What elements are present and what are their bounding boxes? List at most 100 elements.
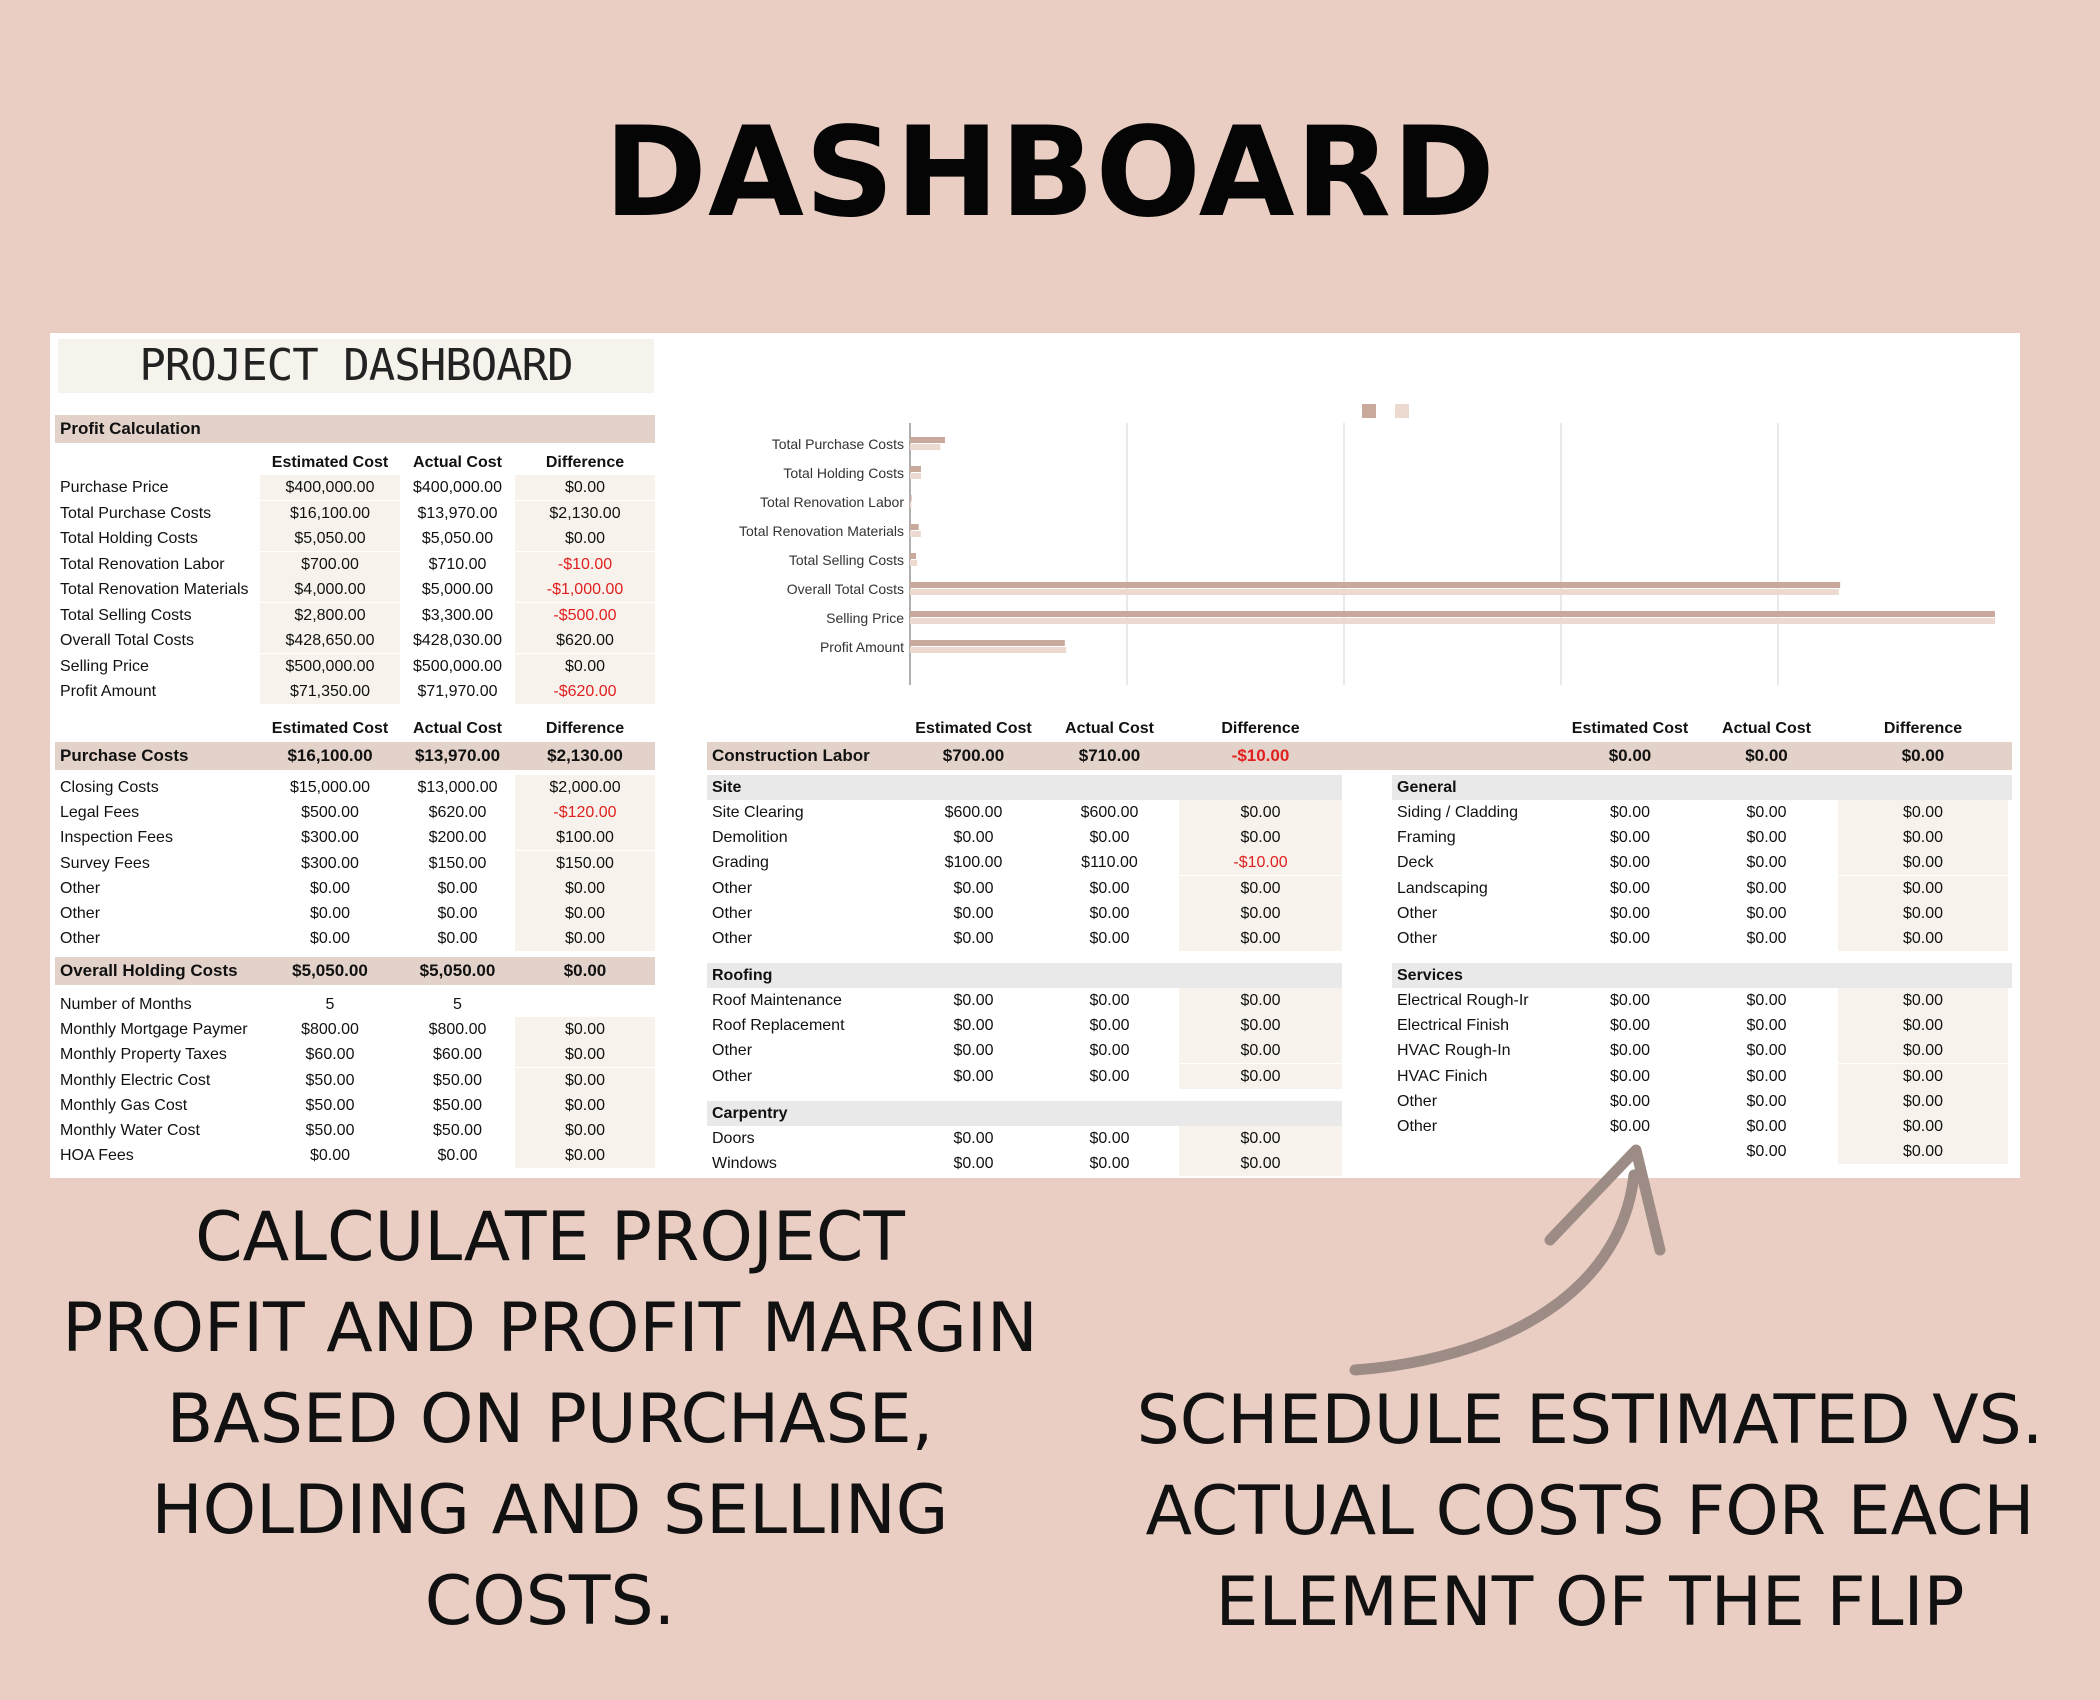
actual-value: $50.00 (433, 1096, 482, 1114)
row-label: Other (60, 905, 101, 922)
estimated-value: $100.00 (944, 854, 1003, 872)
column-header-row: Estimated Cost Actual Cost Difference (55, 450, 655, 475)
estimated-value: $0.00 (1609, 879, 1651, 897)
difference-value: -$10.00 (515, 551, 655, 577)
category-label: Overall Total Costs (787, 581, 904, 597)
table-row: Total Renovation Labor $700.00 $710.00 -$10… (55, 551, 655, 577)
estimated-value: $600.00 (944, 804, 1003, 821)
difference-value: $620.00 (515, 628, 655, 653)
estimated-value: $60.00 (305, 1046, 355, 1064)
table-row: HVAC Finich $0.00 $0.00 $0.00 (1392, 1063, 2012, 1089)
difference-value: -$1,000.00 (515, 577, 655, 602)
actual-value: $800.00 (428, 1021, 487, 1039)
difference-value: $100.00 (515, 825, 655, 851)
group-title: Services (1397, 967, 1463, 984)
actual-value: $0.00 (1089, 879, 1130, 897)
estimated-value: $700.00 (260, 551, 400, 577)
actual-value: $500,000.00 (413, 657, 502, 675)
section-title: Construction Labor (712, 746, 870, 765)
estimated-value: $0.00 (953, 829, 994, 847)
bar (910, 495, 912, 501)
col-estimated: Estimated Cost (1571, 720, 1689, 737)
bar (910, 618, 1995, 624)
col-actual: Actual Cost (413, 720, 502, 737)
table-row: Other $0.00 $0.00 $0.00 (707, 1038, 1342, 1064)
row-label: HVAC Finich (1397, 1067, 1488, 1085)
actual-value: $0.00 (1746, 854, 1787, 872)
difference-value: $0.00 (1179, 1063, 1342, 1089)
estimated-value: $0.00 (309, 905, 351, 922)
actual-value: $0.00 (1746, 992, 1787, 1009)
table-row: Other $0.00 $0.00 $0.00 (1392, 1114, 2012, 1139)
column-header-row: Estimated Cost Actual Cost Difference Estim… (707, 716, 2012, 741)
difference-value: $0.00 (1179, 926, 1342, 951)
row-label: Selling Price (60, 657, 149, 675)
profit-calculation-table: Profit Calculation Estimated Cost Actual C… (55, 415, 655, 707)
difference-value: $0.00 (1838, 1063, 2008, 1089)
section-difference: -$10.00 (1231, 746, 1290, 765)
difference-value: $0.00 (1179, 900, 1342, 926)
difference-value: $0.00 (1179, 1126, 1342, 1151)
section-header: Profit Calculation (55, 415, 655, 443)
actual-value: $0.00 (1746, 930, 1787, 947)
row-label: Monthly Property Taxes (60, 1046, 227, 1064)
row-label: Survey Fees (60, 854, 150, 872)
difference-value: $0.00 (1838, 825, 2008, 851)
row-label: Windows (712, 1155, 777, 1173)
section-title: Overall Holding Costs (60, 961, 238, 980)
section-header: Purchase Costs $16,100.00 $13,970.00 $2,130… (55, 742, 655, 770)
table-row: Roof Maintenance $0.00 $0.00 $0.00 (707, 988, 1342, 1013)
difference-value: $0.00 (1179, 1038, 1342, 1064)
col-actual: Actual Cost (1722, 720, 1811, 737)
table-row: Legal Fees $500.00 $620.00 -$120.00 (55, 800, 655, 826)
difference-value: $0.00 (515, 1067, 655, 1093)
estimated-value: $0.00 (1609, 1067, 1651, 1085)
cost-comparison-chart: $0.00$100,000.00$200,000.00$300,000.00$4… (670, 393, 2010, 716)
row-label: Other (712, 1042, 753, 1060)
actual-value: $0.00 (1089, 1017, 1130, 1035)
legend-swatch (1362, 404, 1376, 418)
table-row: Overall Total Costs $428,650.00 $428,030.0… (55, 628, 655, 653)
actual-value: $200.00 (428, 829, 487, 847)
estimated-value: $2,800.00 (260, 602, 400, 628)
actual-value: $0.00 (1089, 992, 1130, 1009)
section-actual: $5,050.00 (419, 961, 496, 980)
category-label: Profit Amount (820, 639, 904, 655)
col-difference: Difference (545, 720, 625, 737)
table-row: Other $0.00 $0.00 $0.00 (707, 900, 1342, 926)
section-difference: $0.00 (563, 961, 607, 980)
difference-value: $0.00 (515, 926, 655, 952)
table-row: Electrical Rough-Ir $0.00 $0.00 $0.00 (1392, 988, 2012, 1013)
estimated-value: $0.00 (953, 1155, 994, 1173)
section-header: Overall Holding Costs $5,050.00 $5,050.00 $… (55, 957, 655, 985)
col-estimated: Estimated Cost (271, 454, 389, 471)
bar (910, 437, 945, 443)
actual-value: $3,300.00 (421, 606, 494, 624)
actual-value: $5,050.00 (421, 530, 494, 547)
column-header-row: Estimated Cost Actual Cost Difference (55, 716, 655, 741)
estimated-value: $0.00 (1609, 1092, 1651, 1110)
section-title: Profit Calculation (60, 419, 201, 438)
row-label: Monthly Water Cost (60, 1122, 200, 1139)
difference-value: $0.00 (1179, 988, 1342, 1013)
row-label: Monthly Gas Cost (60, 1096, 188, 1114)
difference-value: -$120.00 (515, 800, 655, 826)
actual-value: $0.00 (437, 1147, 478, 1165)
actual-value: $0.00 (1746, 1017, 1787, 1035)
table-row: Siding / Cladding $0.00 $0.00 $0.00 (1392, 800, 2012, 825)
difference-value: $0.00 (1179, 1013, 1342, 1039)
actual-value: $71,970.00 (417, 683, 498, 700)
difference-value: $0.00 (1838, 850, 2008, 876)
table-row: Survey Fees $300.00 $150.00 $150.00 (55, 850, 655, 876)
actual-value: $0.00 (437, 905, 478, 922)
difference-value: $0.00 (1838, 1038, 2008, 1064)
row-label: Demolition (712, 829, 788, 847)
difference-value: $0.00 (515, 1017, 655, 1043)
difference-value: $0.00 (515, 1042, 655, 1068)
purchase-holding-table: Estimated Cost Actual Cost Difference Purch… (55, 716, 655, 1178)
col-estimated: Estimated Cost (915, 720, 1032, 737)
table-row: Other $0.00 $0.00 $0.00 (55, 926, 655, 952)
actual-value: $0.00 (1746, 1067, 1787, 1085)
actual-value: $0.00 (1746, 904, 1787, 922)
estimated-value: $0.00 (1609, 992, 1651, 1009)
